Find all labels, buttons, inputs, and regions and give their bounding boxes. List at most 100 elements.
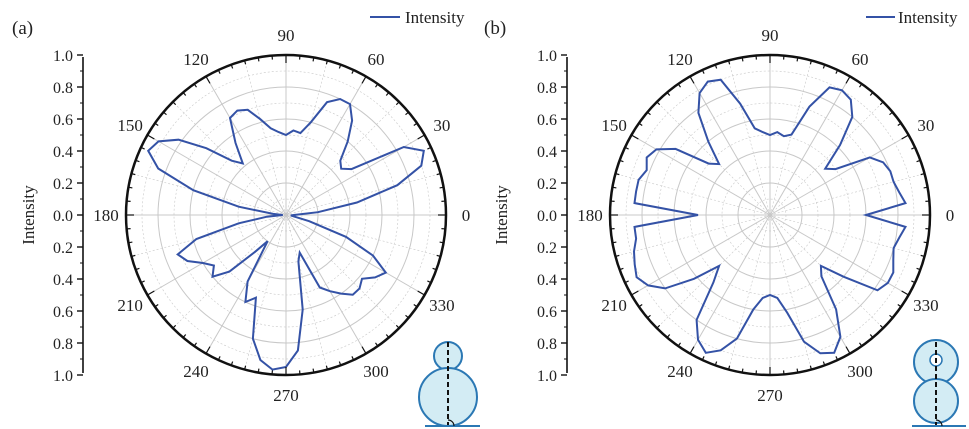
angle-tick: [163, 111, 167, 116]
grid-spoke: [285, 214, 367, 354]
angle-tick: [911, 280, 916, 284]
angle-tick: [172, 101, 177, 106]
angle-tick: [135, 159, 140, 163]
angle-tick-label: 30: [917, 116, 934, 135]
angle-tick: [858, 83, 863, 88]
angle-tick-label: 240: [667, 362, 693, 381]
angle-tick: [615, 173, 620, 176]
angle-tick: [889, 111, 893, 116]
grid-spoke: [769, 214, 909, 296]
radial-tick-label: 0.0: [537, 208, 557, 225]
angle-tick: [689, 346, 695, 354]
angle-tick-label: 240: [183, 362, 209, 381]
grid-spoke: [769, 101, 884, 216]
angle-tick: [257, 57, 260, 62]
angle-tick: [701, 69, 705, 74]
angle-tick: [436, 173, 441, 176]
angle-tick: [869, 92, 874, 96]
angle-tick: [916, 267, 921, 271]
angle-tick: [244, 60, 247, 65]
grid-spoke: [769, 214, 851, 354]
angle-tick-label: 330: [429, 296, 455, 315]
angle-tick: [417, 134, 425, 140]
angle-tick-label: 30: [433, 116, 450, 135]
angle-tick: [624, 146, 629, 150]
angle-tick: [257, 368, 260, 373]
radial-tick-label: 0.6: [537, 112, 557, 129]
angle-tick: [809, 60, 812, 65]
grid-spoke: [285, 60, 328, 216]
angle-tick: [822, 361, 826, 366]
grid-spoke: [769, 214, 925, 257]
grid-spoke: [205, 76, 287, 216]
panel-b: (b) Intensity 1.0 0.8 0.6 0.4 0.2 0.0 0.2 0.4 0.…: [484, 8, 966, 427]
angle-tick: [619, 159, 624, 163]
angle-tick: [361, 76, 367, 84]
angle-tick-label: 330: [913, 296, 939, 315]
grid-spoke: [615, 173, 771, 216]
angle-tick-label: 90: [762, 26, 779, 45]
grid-spoke: [656, 214, 771, 329]
angle-tick: [436, 254, 441, 257]
angle-tick-label: 270: [757, 386, 783, 405]
snowman-double-cell-icon: [912, 339, 966, 427]
inset-angle-arc-b: [935, 419, 943, 427]
radial-tick-label: 0.0: [53, 208, 73, 225]
angle-tick: [405, 314, 409, 319]
angle-tick-label: 300: [847, 362, 873, 381]
angle-tick: [728, 365, 731, 370]
angle-tick: [869, 334, 874, 338]
radial-tick-label: 0.2: [537, 176, 557, 193]
radial-tick-label: 0.8: [53, 336, 73, 353]
grid-spoke: [769, 214, 812, 370]
angle-tick: [432, 159, 437, 163]
legend-label-b: Intensity: [898, 8, 958, 27]
angle-tick: [147, 134, 155, 140]
angle-tick: [714, 64, 718, 69]
angle-tick: [638, 303, 643, 308]
angle-tick: [163, 314, 167, 319]
angle-tick: [923, 186, 928, 189]
legend-label-a: Intensity: [405, 8, 465, 27]
radial-tick-label: 0.2: [53, 240, 73, 257]
grid-spoke: [769, 60, 812, 216]
angle-tick: [205, 346, 211, 354]
angle-tick: [205, 76, 211, 84]
radial-tick-label: 0.6: [53, 304, 73, 321]
radial-tick-label: 0.6: [53, 112, 73, 129]
angle-tick: [312, 57, 315, 62]
grid-spoke: [285, 214, 441, 257]
polar-plot-a: 0 30 60 90 120 150 180 210 240 270 300 330: [93, 26, 470, 405]
grid-spoke: [689, 214, 771, 354]
angle-tick: [656, 101, 661, 106]
angle-tick: [230, 361, 234, 366]
panel-label-a: (a): [12, 18, 33, 39]
angle-tick: [809, 365, 812, 370]
angle-tick: [631, 290, 639, 296]
angle-tick: [714, 361, 718, 366]
angle-tick: [879, 101, 884, 106]
polar-plot-b: 0 30 60 90 120 150 180 210 240 270 300 330: [577, 26, 954, 405]
snowman-single-cell-icon: [418, 341, 480, 427]
angle-tick: [128, 241, 133, 244]
grid-spoke: [205, 214, 287, 354]
angle-tick: [325, 60, 328, 65]
angle-tick: [923, 241, 928, 244]
angle-tick: [135, 267, 140, 271]
legend-b: Intensity: [866, 8, 958, 27]
angle-tick-label: 210: [117, 296, 143, 315]
angle-tick: [638, 122, 643, 127]
grid-spoke: [689, 76, 771, 216]
intensity-series-line-b: [632, 78, 907, 355]
angle-tick: [338, 361, 342, 366]
grid-spoke: [769, 173, 925, 216]
angle-tick: [244, 365, 247, 370]
angle-tick: [140, 146, 145, 150]
angle-tick: [647, 314, 651, 319]
ylabel-a: Intensity: [19, 185, 38, 245]
radial-tick-label: 0.8: [53, 80, 73, 97]
angle-tick: [677, 83, 682, 88]
angle-tick-label: 90: [278, 26, 295, 45]
angle-tick-label: 0: [946, 206, 955, 225]
angle-tick: [858, 342, 863, 347]
